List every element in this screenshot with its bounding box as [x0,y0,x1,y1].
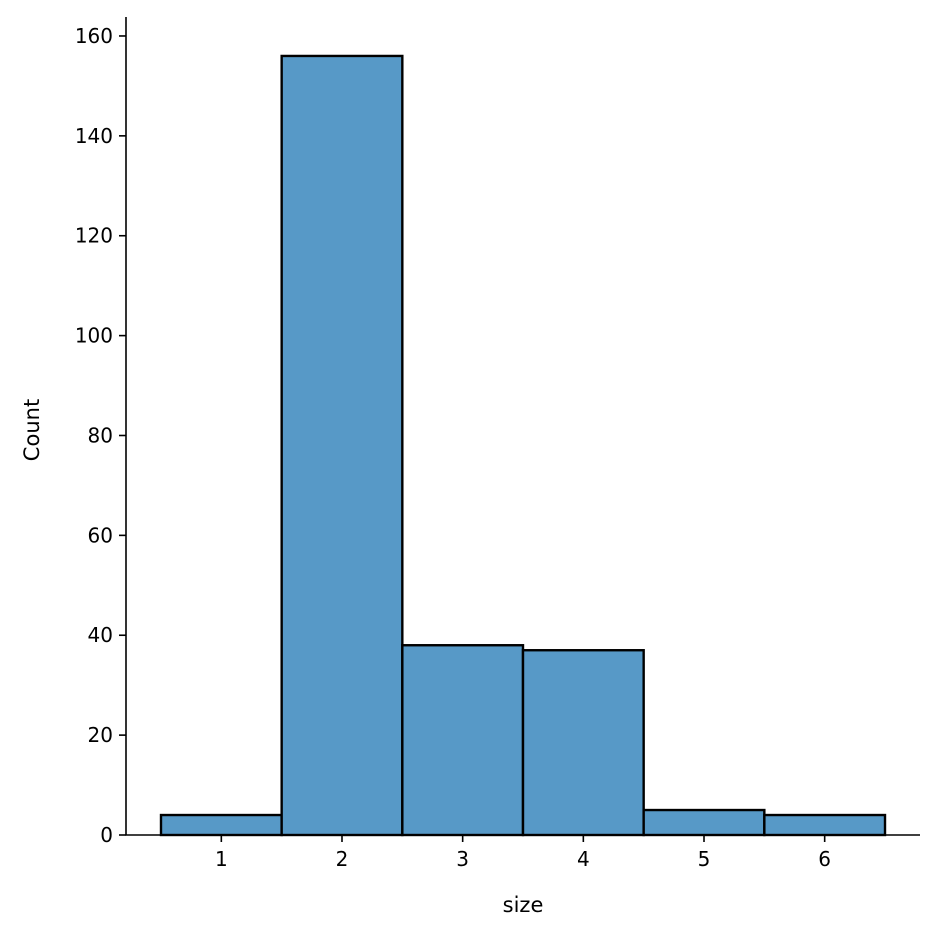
bar-size-5 [642,808,766,837]
x-tick-label: 1 [215,847,228,871]
y-tick-label: 40 [88,623,113,647]
bar-size-2 [280,54,404,837]
x-tick-label: 5 [698,847,711,871]
bar-size-1 [159,813,283,837]
y-tick-label: 80 [88,423,113,447]
x-tick-label: 2 [336,847,349,871]
bar-size-4 [521,649,645,837]
x-tick-label: 6 [818,847,831,871]
y-axis-label: Count [20,399,44,461]
y-tick-label: 120 [75,224,113,248]
y-tick-label: 0 [100,823,113,847]
axes-layer [125,17,920,836]
x-tick-label: 4 [577,847,590,871]
bars-layer [159,54,887,837]
bar-size-6 [763,813,887,837]
y-tick-label: 20 [88,723,113,747]
x-tick-label: 3 [456,847,469,871]
bar-size-3 [401,644,525,837]
y-tick-label: 140 [75,124,113,148]
y-tick-label: 60 [88,523,113,547]
y-tick-label: 100 [75,324,113,348]
y-tick-label: 160 [75,24,113,48]
x-axis-label: size [503,893,544,917]
